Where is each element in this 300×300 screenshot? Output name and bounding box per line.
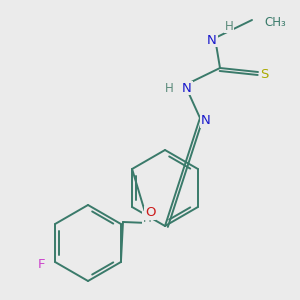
Text: N: N	[207, 34, 217, 46]
Text: H: H	[165, 82, 173, 94]
Text: H: H	[225, 20, 233, 32]
Text: N: N	[182, 82, 192, 94]
Text: F: F	[37, 257, 45, 271]
Text: H: H	[142, 212, 152, 224]
Text: S: S	[260, 68, 268, 80]
Text: O: O	[145, 206, 155, 220]
Text: N: N	[201, 115, 211, 128]
Text: CH₃: CH₃	[264, 16, 286, 28]
